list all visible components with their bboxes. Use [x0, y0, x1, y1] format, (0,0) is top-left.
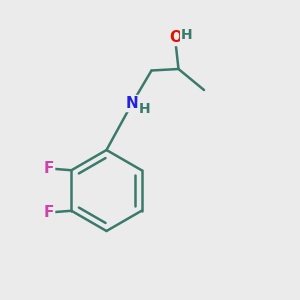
- Text: N: N: [126, 96, 138, 111]
- Text: O: O: [169, 30, 182, 45]
- Text: H: H: [139, 102, 150, 116]
- Text: F: F: [44, 161, 54, 176]
- Text: F: F: [44, 205, 54, 220]
- Text: H: H: [181, 28, 193, 42]
